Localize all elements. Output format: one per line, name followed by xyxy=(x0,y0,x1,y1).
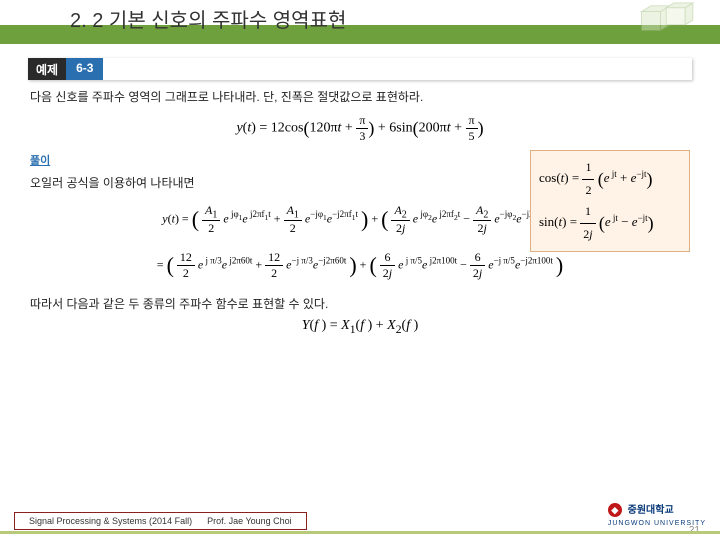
example-number: 6-3 xyxy=(66,58,103,80)
euler-sin: sin(t) = 12j (e jt − e−jt) xyxy=(539,201,681,245)
logo-emblem-icon: ◆ xyxy=(608,503,622,517)
example-prompt: 다음 신호를 주파수 영역의 그래프로 나타내라. 단, 진폭은 절댓값으로 표… xyxy=(30,88,690,105)
final-equation: Y(f ) = X1(f ) + X2(f ) xyxy=(28,318,692,336)
course-name: Signal Processing & Systems (2014 Fall) xyxy=(29,516,192,526)
euler-formula-box: cos(t) = 12 (e jt + e−jt) sin(t) = 12j (… xyxy=(530,150,690,252)
given-signal-equation: y(t) = 12cos(120πt + π3) + 6sin(200πt + … xyxy=(28,113,692,144)
example-bar-spacer xyxy=(103,58,692,80)
university-name-kr: 중원대학교 xyxy=(628,505,674,516)
example-header-bar: 예제 6-3 xyxy=(28,58,692,80)
conclusion-text: 따라서 다음과 같은 두 종류의 주파수 함수로 표현할 수 있다. xyxy=(30,295,690,312)
example-label: 예제 xyxy=(28,58,66,80)
footer-info-box: Signal Processing & Systems (2014 Fall) … xyxy=(14,512,307,530)
header-cube-graphic xyxy=(630,2,710,40)
section-title: 2. 2 기본 신호의 주파수 영역표현 xyxy=(70,4,346,33)
university-logo: ◆ 중원대학교 JUNGWON UNIVERSITY xyxy=(608,501,706,528)
footer-accent-bar xyxy=(0,531,720,534)
expansion-equation-2: = ( 122 e j π/3e j2π60t + 122 e−j π/3e−j… xyxy=(28,250,692,281)
euler-cos: cos(t) = 12 (e jt + e−jt) xyxy=(539,157,681,201)
slide-header: 2. 2 기본 신호의 주파수 영역표현 xyxy=(0,0,720,44)
professor-name: Prof. Jae Young Choi xyxy=(207,516,292,526)
slide-footer: Signal Processing & Systems (2014 Fall) … xyxy=(0,508,720,534)
